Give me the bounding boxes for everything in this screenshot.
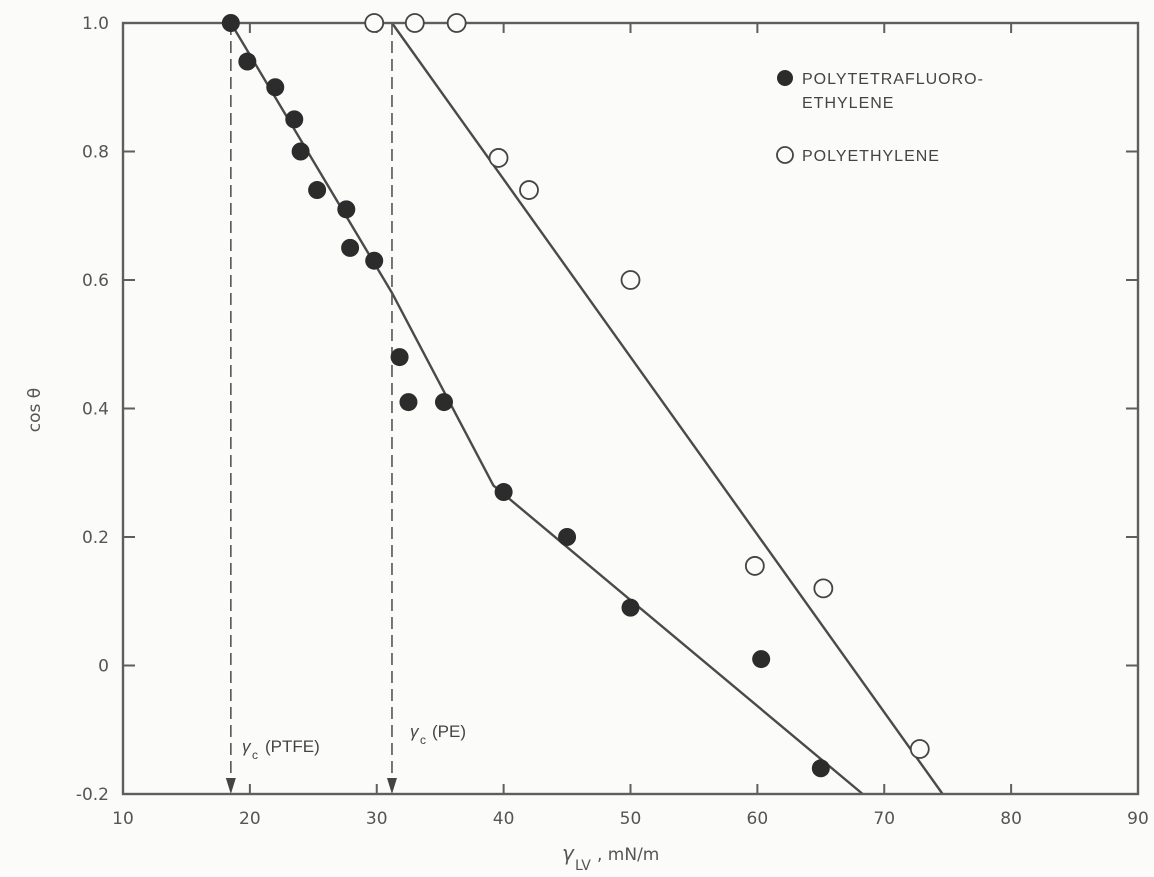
fit-line-ptfe (229, 22, 864, 795)
annotation-pe: γ c (PE) (410, 722, 466, 747)
data-point-pe (519, 180, 539, 200)
data-point-pe (813, 578, 834, 599)
x-tick-label: 20 (239, 809, 261, 829)
critical-tension-markers (225, 23, 397, 794)
y-tick-label: -0.2 (76, 785, 109, 805)
data-point-ptfe (341, 238, 360, 257)
critical-arrow-ptfe (225, 778, 236, 794)
axis-ticks: 10 20 30 40 50 60 70 80 90 -0.2 0 0.2 0.4 0.6 0.8 1.0 (76, 14, 1149, 829)
x-tick-label: 90 (1127, 809, 1149, 829)
x-tick-label: 60 (747, 809, 769, 829)
x-tick-label: 70 (873, 809, 895, 829)
x-axis-title-symbol: γ (562, 841, 575, 865)
data-point-pe (364, 13, 385, 33)
data-point-ptfe (238, 52, 257, 71)
data-point-pe (744, 556, 765, 576)
data-point-ptfe (494, 483, 513, 502)
y-tick-label: 0 (98, 657, 109, 677)
data-points (221, 13, 930, 778)
annotation-ptfe-symbol: γ (242, 737, 252, 756)
x-axis-title: γ LV , mN/m (562, 841, 659, 874)
legend-marker-ptfe (777, 70, 793, 86)
data-point-pe (620, 270, 641, 290)
x-tick-label: 40 (493, 809, 515, 829)
data-point-ptfe (291, 142, 310, 161)
data-point-ptfe (221, 14, 240, 32)
data-point-ptfe (266, 78, 285, 97)
legend-label-ptfe-1: POLYTETRAFLUORO- (802, 71, 984, 88)
y-tick-label: 0.8 (82, 143, 109, 163)
data-point-pe (488, 148, 509, 168)
annotation-pe-text: (PE) (432, 722, 466, 741)
data-point-ptfe (308, 181, 327, 200)
y-tick-label: 0.2 (82, 528, 109, 548)
fit-line-pe (390, 22, 944, 795)
annotation-pe-symbol: γ (410, 722, 420, 741)
x-tick-label: 50 (620, 809, 642, 829)
data-point-ptfe (558, 528, 577, 546)
legend-label-pe: POLYETHYLENE (802, 148, 940, 165)
plot-frame (121, 21, 1140, 796)
annotation-ptfe-text: (PTFE) (265, 737, 320, 756)
data-point-pe (909, 739, 930, 759)
x-tick-label: 30 (366, 809, 388, 829)
critical-arrow-pe (386, 778, 397, 794)
y-tick-label: 0.4 (82, 400, 109, 420)
annotation-ptfe-sub: c (252, 748, 258, 762)
annotation-ptfe: γ c (PTFE) (242, 737, 320, 762)
y-tick-label: 0.6 (82, 271, 109, 291)
y-axis-title: cos θ (25, 388, 45, 432)
data-point-ptfe (285, 110, 304, 129)
data-point-ptfe (811, 759, 830, 778)
data-point-ptfe (390, 348, 409, 367)
data-point-ptfe (399, 393, 418, 412)
x-axis-title-sub: LV (575, 858, 591, 874)
fit-lines (229, 22, 944, 795)
legend: POLYTETRAFLUORO- ETHYLENE POLYETHYLENE (776, 70, 984, 165)
x-axis-title-unit: , mN/m (597, 845, 659, 865)
data-point-ptfe (621, 598, 640, 617)
annotation-pe-sub: c (420, 733, 426, 747)
legend-label-ptfe-2: ETHYLENE (802, 95, 894, 112)
data-point-ptfe (337, 200, 356, 219)
data-point-pe (446, 13, 467, 33)
data-point-ptfe (365, 251, 384, 270)
x-tick-label: 80 (1000, 809, 1022, 829)
data-point-ptfe (434, 393, 453, 412)
x-tick-label: 10 (112, 809, 134, 829)
data-point-pe (404, 13, 425, 33)
legend-marker-pe (776, 146, 794, 164)
data-point-ptfe (752, 650, 771, 669)
y-tick-label: 1.0 (82, 14, 109, 34)
